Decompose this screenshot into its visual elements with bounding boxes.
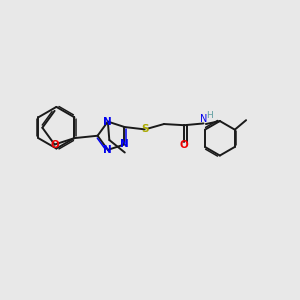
Text: N: N xyxy=(103,117,112,127)
Text: N: N xyxy=(120,140,129,149)
Text: S: S xyxy=(141,124,148,134)
Text: N: N xyxy=(103,145,112,155)
Text: H: H xyxy=(206,111,213,120)
Text: O: O xyxy=(180,140,189,150)
Text: N: N xyxy=(200,114,208,124)
Text: O: O xyxy=(50,140,59,149)
